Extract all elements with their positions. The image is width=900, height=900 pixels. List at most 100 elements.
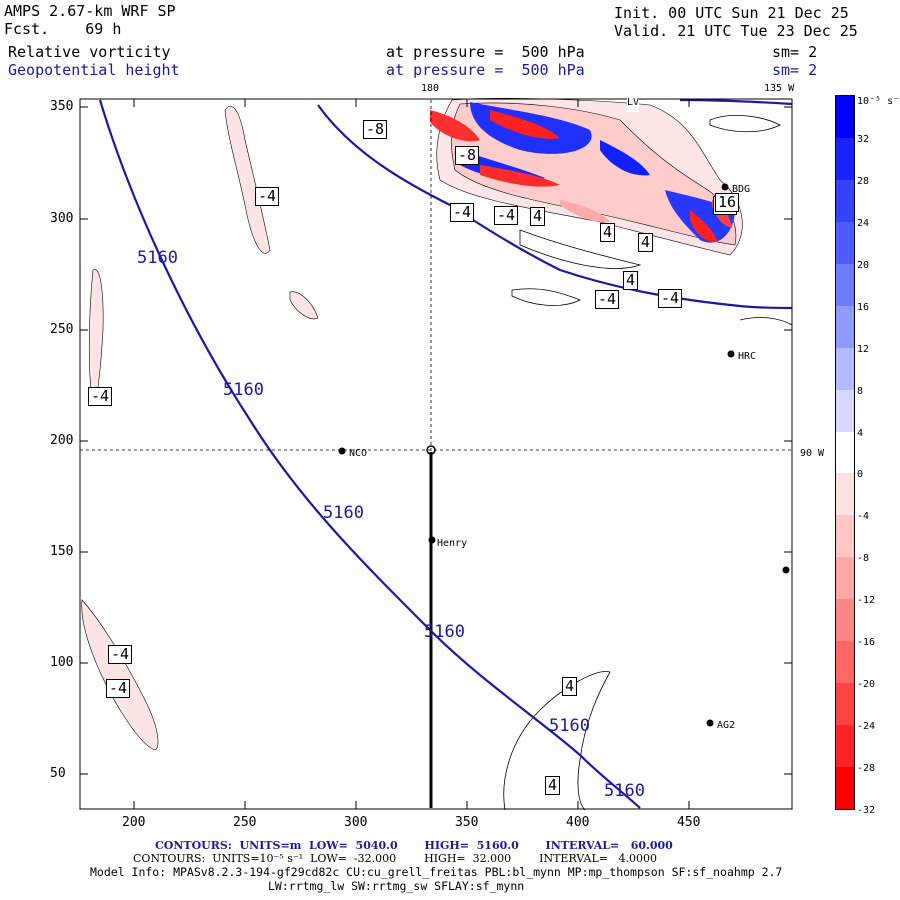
field1-name: Relative vorticity — [8, 43, 171, 61]
field1-smoothing: sm= 2 — [772, 43, 818, 61]
y-tick-label: 150 — [50, 544, 74, 559]
vorticity-contour-label: 4 — [545, 776, 561, 795]
height-label: 5160 — [323, 503, 364, 523]
init-time: Init. 00 UTC Sun 21 Dec 25 — [614, 4, 849, 22]
colorbar-label: -16 — [857, 637, 876, 649]
colorbar-segment — [836, 96, 854, 138]
colorbar-label: -20 — [857, 679, 876, 691]
colorbar-label: 16 — [857, 301, 870, 313]
x-tick-label: 350 — [455, 815, 479, 830]
colorbar-label: -12 — [857, 595, 876, 607]
station-extra-dot — [782, 566, 790, 574]
colorbar-segment — [836, 515, 854, 558]
y-tick-label: 350 — [50, 99, 74, 114]
x-tick-label: 250 — [233, 815, 257, 830]
station-bdg: BDG — [732, 184, 751, 195]
colorbar-segment — [836, 767, 854, 809]
colorbar-label: -8 — [857, 553, 870, 565]
x-tick-label: 400 — [566, 815, 590, 830]
height-label: 5160 — [424, 622, 465, 642]
station-ag2: AG2 — [717, 720, 736, 731]
x-tick-label: 300 — [344, 815, 368, 830]
y-tick-label: 300 — [50, 211, 74, 226]
model-title: AMPS 2.67-km WRF SP — [4, 2, 176, 20]
colorbar-label: 8 — [857, 385, 864, 397]
lon-label-90w: 90 W — [800, 448, 825, 459]
colorbar-label: 28 — [857, 175, 870, 187]
vorticity-contour-label: 16 — [715, 193, 740, 212]
height-label: 5160 — [223, 380, 264, 400]
vorticity-contour-label: 4 — [638, 233, 654, 252]
footer-vort-contours: CONTOURS: UNITS=10⁻⁵ s⁻¹ LOW= -32.000 HI… — [133, 852, 657, 865]
lon-label-135w: 135 W — [764, 83, 795, 94]
field2-name: Geopotential height — [8, 61, 180, 79]
y-tick-label: 200 — [50, 433, 74, 448]
x-tick-label: 450 — [677, 815, 701, 830]
vorticity-contour-label: -4 — [88, 387, 113, 406]
colorbar-segment — [836, 347, 854, 390]
vorticity-contour-label: -4 — [108, 645, 133, 664]
station-hrc: HRC — [738, 351, 757, 362]
colorbar-label: 12 — [857, 343, 870, 355]
footer-height-contours: CONTOURS: UNITS=m LOW= 5040.0 HIGH= 5160… — [155, 839, 673, 852]
station-henry: Henry — [437, 538, 468, 549]
colorbar-label: -24 — [857, 721, 876, 733]
vorticity-contour-label: -4 — [494, 206, 519, 225]
colorbar-segment — [836, 263, 854, 306]
colorbar-segment — [836, 305, 854, 348]
colorbar-segment — [836, 641, 854, 684]
colorbar-label: 0 — [857, 469, 864, 481]
height-label: 5160 — [604, 781, 645, 801]
colorbar-segment — [836, 557, 854, 600]
vorticity-contour-label: -4 — [450, 203, 475, 222]
vorticity-contour-label: -4 — [658, 289, 683, 308]
colorbar-segment — [836, 137, 854, 180]
colorbar-segment — [836, 179, 854, 222]
vorticity-contour-label: 4 — [623, 271, 639, 290]
forecast-hour: Fcst. 69 h — [4, 20, 122, 38]
station-nco: NCO — [349, 448, 368, 459]
south-pole-marker — [426, 445, 436, 455]
height-contour-5160 — [98, 99, 641, 809]
footer-model-info: Model Info: MPASv8.2.3-194-gf29cd82c CU:… — [90, 865, 783, 879]
colorbar-label: 32 — [857, 133, 870, 145]
colorbar-label: 4 — [857, 427, 864, 439]
colorbar-segment — [836, 725, 854, 767]
colorbar-units: 10⁻⁵ s⁻¹ — [857, 96, 900, 107]
y-tick-label: 100 — [50, 655, 74, 670]
vorticity-contour-label: -8 — [363, 120, 388, 139]
plot-frame — [79, 98, 793, 810]
vorticity-contour-label: 4 — [600, 223, 616, 242]
y-tick-label: 50 — [50, 766, 66, 781]
colorbar-segment — [836, 599, 854, 642]
station-ag2-dot — [706, 719, 714, 727]
colorbar-label: 20 — [857, 259, 870, 271]
station-henry-dot — [428, 536, 436, 544]
colorbar-segment — [836, 221, 854, 264]
station-lv: LV — [627, 94, 640, 112]
vorticity-contour-label: -4 — [255, 187, 280, 206]
y-tick-label: 250 — [50, 322, 74, 337]
axis-ticks — [80, 99, 792, 809]
footer-physics: LW:rrtmg_lw SW:rrtmg_sw SFLAY:sf_mynn — [268, 879, 525, 893]
vorticity-contour-label: 4 — [562, 677, 578, 696]
field2-smoothing: sm= 2 — [772, 61, 818, 79]
x-tick-label: 200 — [122, 815, 146, 830]
field1-level: at pressure = 500 hPa — [386, 43, 585, 61]
vorticity-contour-label: -4 — [595, 290, 620, 309]
height-label: 5160 — [137, 248, 178, 268]
station-hrc-dot — [727, 350, 735, 358]
vorticity-contour-label: -8 — [455, 146, 480, 165]
vorticity-contour-label: -4 — [106, 679, 131, 698]
colorbar-label: -32 — [857, 805, 876, 816]
colorbar-segment — [836, 473, 854, 516]
colorbar-label: -4 — [857, 511, 870, 523]
field2-level: at pressure = 500 hPa — [386, 61, 585, 79]
colorbar-label: -28 — [857, 763, 876, 775]
colorbar — [835, 95, 855, 810]
station-nco-dot — [338, 447, 346, 455]
colorbar-label: 24 — [857, 217, 870, 229]
colorbar-segment — [836, 683, 854, 726]
colorbar-segment — [836, 431, 854, 474]
